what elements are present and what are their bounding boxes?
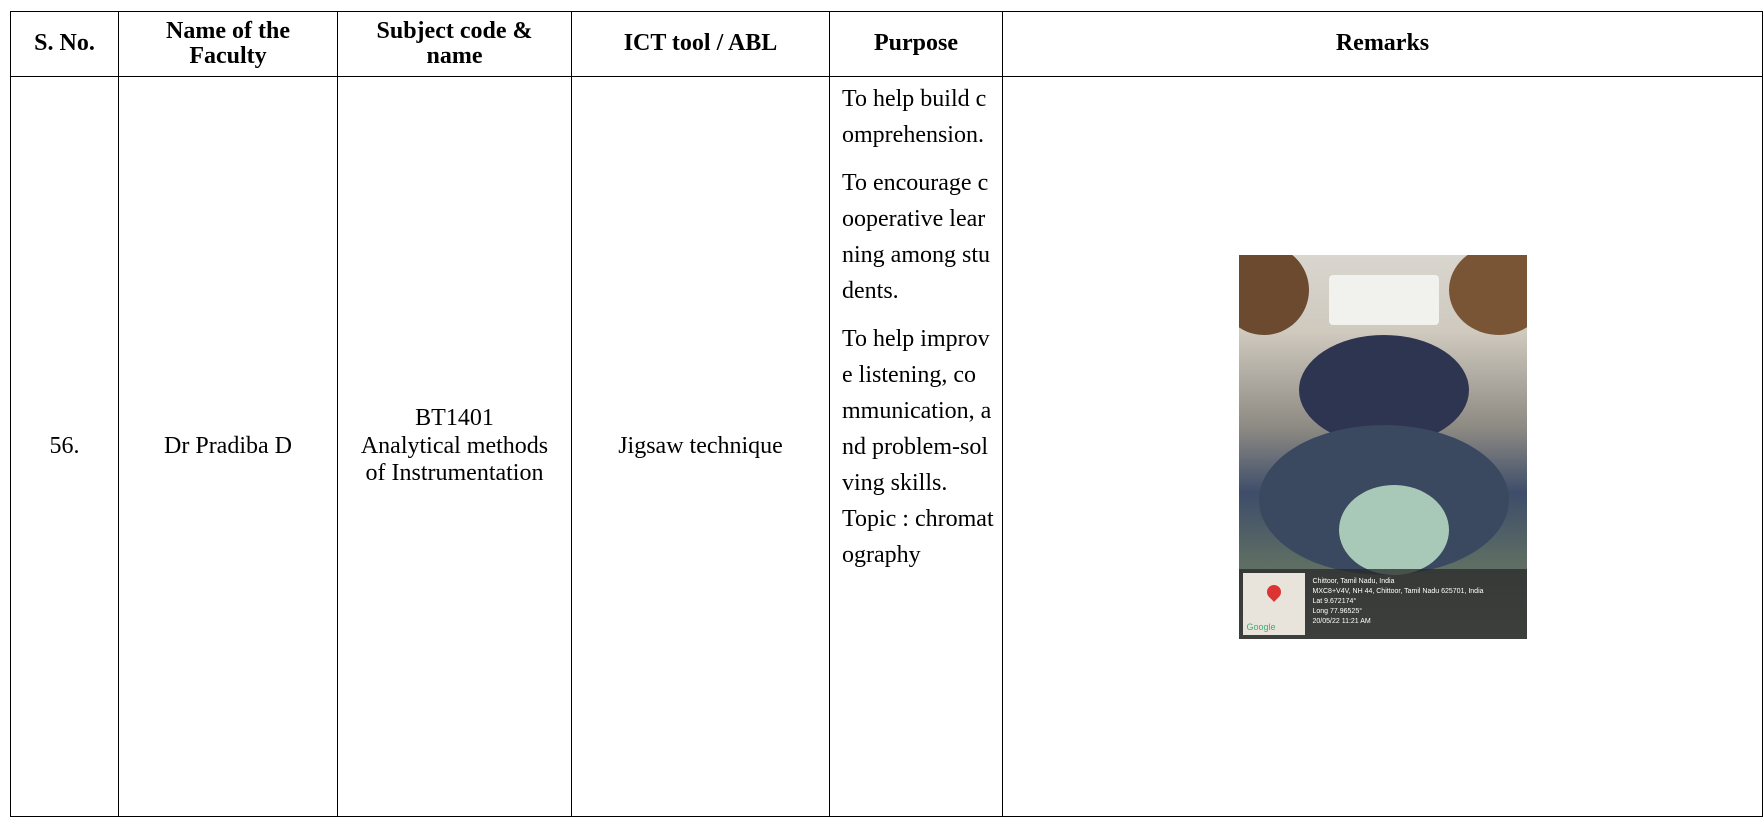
caption-text: Chittoor, Tamil Nadu, India MXC8+V4V, NH… — [1313, 577, 1484, 627]
header-cell: Remarks — [1002, 11, 1763, 77]
body-row: 56. Dr Pradiba D BT1401 Analytical metho… — [10, 76, 1763, 817]
purpose-item: To help improve listening, communication… — [842, 326, 992, 496]
caption-line: Chittoor, Tamil Nadu, India — [1312, 577, 1395, 585]
purpose-item: To help build comprehension. — [842, 86, 987, 148]
header-cell: Subject code & name — [337, 11, 572, 77]
students — [1338, 484, 1449, 575]
curtain — [1448, 254, 1527, 335]
map-pin — [1263, 581, 1284, 602]
map-label: Google — [1246, 621, 1276, 632]
subject-code: BT1401 — [415, 405, 494, 432]
caption-line: Lat 9.672174° — [1312, 597, 1357, 605]
caption-line: 20/05/22 11:21 AM — [1312, 617, 1371, 625]
faculty-table: S. No. Name of the Faculty Subject code … — [10, 11, 1763, 817]
serial-cell: 56. — [10, 76, 119, 817]
remarks-cell: Google Chittoor, Tamil Nadu, India MXC8+… — [1002, 76, 1763, 817]
topic: Topic : chromatography — [842, 506, 994, 568]
subject-name: Analytical methods of Instrumentation — [360, 432, 549, 487]
subject-cell: BT1401 Analytical methods of Instrumenta… — [337, 76, 572, 817]
header-cell: Name of the Faculty — [118, 11, 338, 77]
curtain — [1238, 254, 1309, 335]
caption-line: MXC8+V4V, NH 44, Chittoor, Tamil Nadu 62… — [1312, 587, 1484, 595]
tool-cell: Jigsaw technique — [571, 76, 830, 817]
map-thumb: Google — [1242, 572, 1305, 635]
header-row: S. No. Name of the Faculty Subject code … — [10, 11, 1763, 77]
header-cell: S. No. — [10, 11, 119, 77]
purpose-item: To encourage cooperative learning among … — [842, 170, 990, 304]
window — [1328, 274, 1439, 325]
header-cell: Purpose — [829, 11, 1003, 77]
photo-caption: Google Chittoor, Tamil Nadu, India MXC8+… — [1238, 568, 1527, 639]
activity-photo: Google Chittoor, Tamil Nadu, India MXC8+… — [1238, 254, 1527, 639]
purpose-cell: To help build comprehension. To encourag… — [829, 76, 1003, 817]
header-cell: ICT tool / ABL — [571, 11, 830, 77]
caption-line: Long 77.96525° — [1312, 607, 1363, 615]
faculty-cell: Dr Pradiba D — [118, 76, 338, 817]
